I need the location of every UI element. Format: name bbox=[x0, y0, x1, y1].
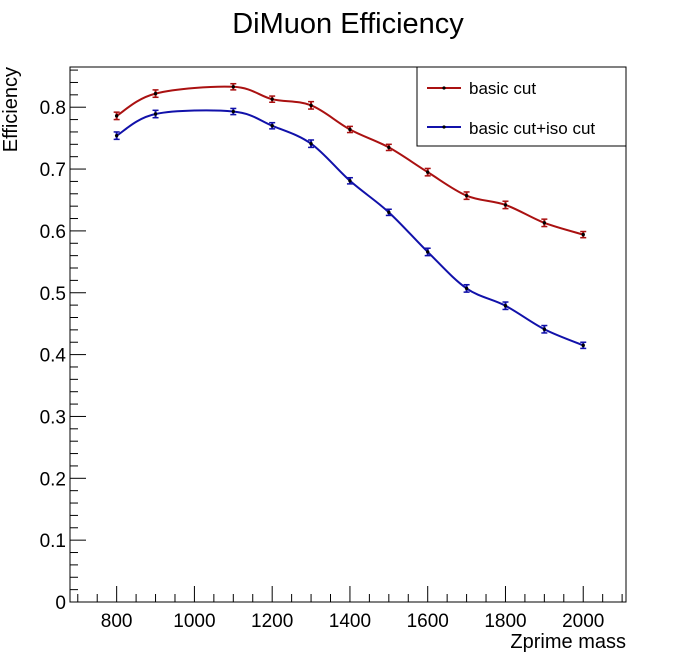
data-point bbox=[231, 85, 236, 89]
data-point bbox=[153, 91, 158, 96]
data-point bbox=[542, 221, 547, 225]
data-point bbox=[581, 343, 585, 348]
data-point bbox=[464, 193, 469, 198]
y-axis-tick-labels: 0 0.1 0.2 0.3 0.4 0.5 0.6 0.7 0.8 bbox=[40, 98, 67, 614]
x-tick-label: 1000 bbox=[173, 611, 215, 632]
x-tick-label: 800 bbox=[101, 611, 133, 632]
data-point bbox=[581, 232, 585, 237]
x-tick-label: 1600 bbox=[407, 611, 449, 632]
data-point bbox=[503, 304, 508, 308]
data-point bbox=[348, 179, 352, 183]
data-point bbox=[348, 127, 352, 132]
y-tick-label: 0 bbox=[55, 593, 66, 614]
data-point bbox=[387, 210, 391, 215]
data-point bbox=[270, 124, 274, 128]
legend-label-basic-cut-iso-cut: basic cut+iso cut bbox=[469, 119, 595, 138]
x-axis-tick-labels: 800 1000 1200 1400 1600 1800 2000 bbox=[101, 611, 605, 632]
legend-marker-basic-cut-iso-cut bbox=[442, 125, 446, 129]
y-axis-label: Efficiency bbox=[0, 67, 22, 152]
x-axis-ticks bbox=[77, 586, 623, 602]
series-line-basic-cut bbox=[116, 85, 584, 236]
data-point bbox=[153, 112, 158, 116]
series-line-basic-cut-iso-cut bbox=[116, 109, 584, 347]
y-tick-label: 0.3 bbox=[40, 407, 66, 428]
legend-box bbox=[416, 66, 627, 147]
data-point bbox=[309, 103, 313, 108]
x-tick-label: 2000 bbox=[562, 611, 604, 632]
legend-label-basic-cut: basic cut bbox=[469, 79, 536, 98]
data-point bbox=[464, 286, 469, 291]
x-tick-label: 1800 bbox=[484, 611, 526, 632]
x-tick-label: 1400 bbox=[329, 611, 371, 632]
data-point bbox=[114, 133, 119, 138]
y-tick-label: 0.1 bbox=[40, 531, 66, 552]
plot-frame bbox=[69, 66, 627, 603]
series-basic-cut bbox=[113, 82, 587, 239]
x-tick-label: 1200 bbox=[251, 611, 293, 632]
y-tick-label: 0.5 bbox=[40, 284, 66, 305]
legend: basic cut basic cut+iso cut bbox=[416, 66, 627, 147]
data-point bbox=[309, 141, 313, 146]
data-point bbox=[426, 170, 430, 174]
series-layer bbox=[113, 82, 587, 350]
y-tick-label: 0.6 bbox=[40, 222, 66, 243]
data-point bbox=[542, 327, 547, 331]
data-point bbox=[387, 145, 391, 150]
x-axis-label: Zprime mass bbox=[510, 631, 626, 653]
data-point bbox=[503, 203, 508, 207]
data-point bbox=[270, 97, 274, 101]
y-tick-label: 0.2 bbox=[40, 469, 66, 490]
data-point bbox=[114, 114, 119, 118]
series-basic-cut-iso-cut bbox=[113, 107, 587, 350]
y-tick-label: 0.8 bbox=[40, 98, 66, 119]
data-point bbox=[426, 250, 430, 254]
y-tick-label: 0.4 bbox=[40, 346, 67, 367]
data-point bbox=[231, 109, 236, 114]
y-tick-label: 0.7 bbox=[40, 160, 66, 181]
legend-marker-basic-cut bbox=[442, 86, 446, 90]
chart-title: DiMuon Efficiency bbox=[232, 8, 464, 40]
y-axis-ticks bbox=[70, 69, 86, 603]
